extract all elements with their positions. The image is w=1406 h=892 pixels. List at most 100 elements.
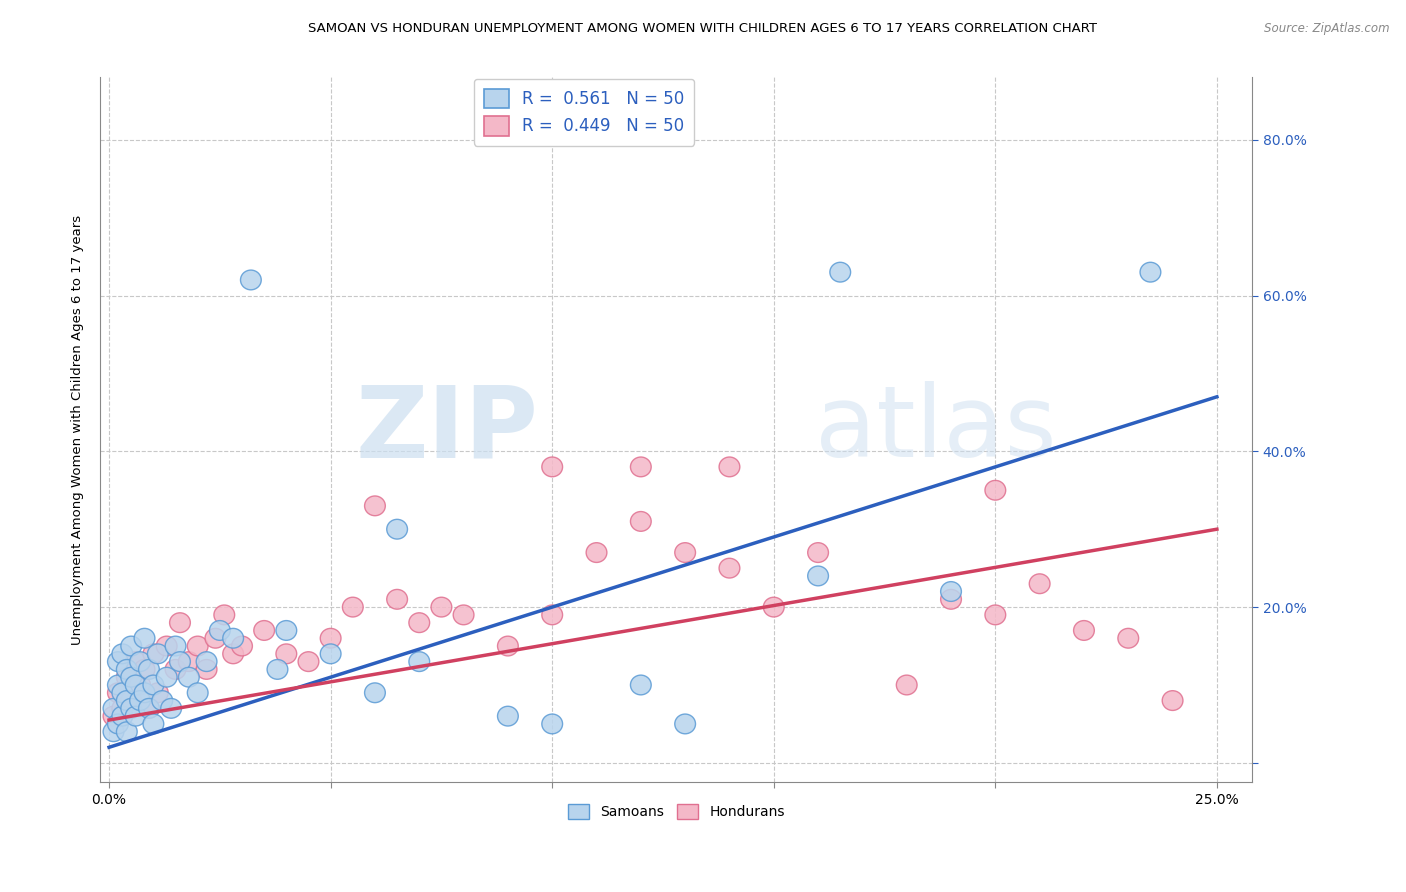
Ellipse shape [179,652,200,672]
Ellipse shape [143,644,163,664]
Text: SAMOAN VS HONDURAN UNEMPLOYMENT AMONG WOMEN WITH CHILDREN AGES 6 TO 17 YEARS COR: SAMOAN VS HONDURAN UNEMPLOYMENT AMONG WO… [308,22,1098,36]
Ellipse shape [134,628,155,648]
Ellipse shape [139,698,159,718]
Ellipse shape [165,659,186,680]
Ellipse shape [117,659,138,680]
Ellipse shape [276,621,297,640]
Ellipse shape [321,644,342,664]
Ellipse shape [112,706,132,726]
Ellipse shape [453,605,474,624]
Ellipse shape [129,675,150,695]
Ellipse shape [222,644,243,664]
Ellipse shape [1118,628,1139,648]
Ellipse shape [148,683,169,703]
Ellipse shape [986,605,1005,624]
Ellipse shape [108,652,128,672]
Ellipse shape [103,698,124,718]
Ellipse shape [134,659,155,680]
Ellipse shape [197,659,217,680]
Ellipse shape [387,519,408,539]
Ellipse shape [897,675,917,695]
Ellipse shape [409,613,430,632]
Ellipse shape [254,621,274,640]
Ellipse shape [143,714,163,734]
Ellipse shape [179,667,200,687]
Ellipse shape [121,690,142,710]
Ellipse shape [197,652,217,672]
Ellipse shape [807,542,828,563]
Text: ZIP: ZIP [356,382,538,478]
Ellipse shape [121,698,142,718]
Ellipse shape [103,706,124,726]
Text: Source: ZipAtlas.com: Source: ZipAtlas.com [1264,22,1389,36]
Ellipse shape [298,652,319,672]
Ellipse shape [718,558,740,578]
Ellipse shape [541,605,562,624]
Ellipse shape [718,457,740,476]
Ellipse shape [209,621,231,640]
Ellipse shape [170,652,190,672]
Ellipse shape [630,511,651,532]
Ellipse shape [343,598,363,617]
Ellipse shape [125,675,146,695]
Ellipse shape [152,690,173,710]
Text: atlas: atlas [814,382,1056,478]
Ellipse shape [240,270,262,290]
Ellipse shape [165,636,186,656]
Ellipse shape [1029,574,1050,593]
Ellipse shape [121,636,142,656]
Ellipse shape [1163,690,1182,710]
Ellipse shape [364,496,385,516]
Ellipse shape [156,636,177,656]
Ellipse shape [139,698,159,718]
Ellipse shape [121,667,142,687]
Ellipse shape [941,582,962,601]
Ellipse shape [134,683,155,703]
Ellipse shape [807,566,828,586]
Ellipse shape [117,722,138,741]
Ellipse shape [675,714,696,734]
Ellipse shape [276,644,297,664]
Ellipse shape [630,457,651,476]
Y-axis label: Unemployment Among Women with Children Ages 6 to 17 years: Unemployment Among Women with Children A… [72,215,84,645]
Ellipse shape [148,644,169,664]
Ellipse shape [156,667,177,687]
Ellipse shape [941,590,962,609]
Ellipse shape [108,675,128,695]
Ellipse shape [129,652,150,672]
Ellipse shape [1074,621,1094,640]
Ellipse shape [1140,262,1161,282]
Ellipse shape [222,628,243,648]
Ellipse shape [117,690,138,710]
Ellipse shape [630,675,651,695]
Ellipse shape [112,698,132,718]
Ellipse shape [125,652,146,672]
Ellipse shape [125,706,146,726]
Ellipse shape [409,652,430,672]
Ellipse shape [205,628,226,648]
Ellipse shape [541,457,562,476]
Ellipse shape [170,613,190,632]
Ellipse shape [387,590,408,609]
Ellipse shape [498,636,519,656]
Ellipse shape [986,481,1005,500]
Ellipse shape [232,636,253,656]
Ellipse shape [498,706,519,726]
Ellipse shape [143,675,163,695]
Ellipse shape [763,598,785,617]
Ellipse shape [830,262,851,282]
Ellipse shape [675,542,696,563]
Ellipse shape [586,542,607,563]
Ellipse shape [129,690,150,710]
Ellipse shape [187,683,208,703]
Ellipse shape [103,722,124,741]
Ellipse shape [432,598,451,617]
Ellipse shape [321,628,342,648]
Ellipse shape [187,636,208,656]
Ellipse shape [214,605,235,624]
Ellipse shape [112,683,132,703]
Ellipse shape [541,714,562,734]
Legend: Samoans, Hondurans: Samoans, Hondurans [562,799,790,825]
Ellipse shape [112,644,132,664]
Ellipse shape [139,659,159,680]
